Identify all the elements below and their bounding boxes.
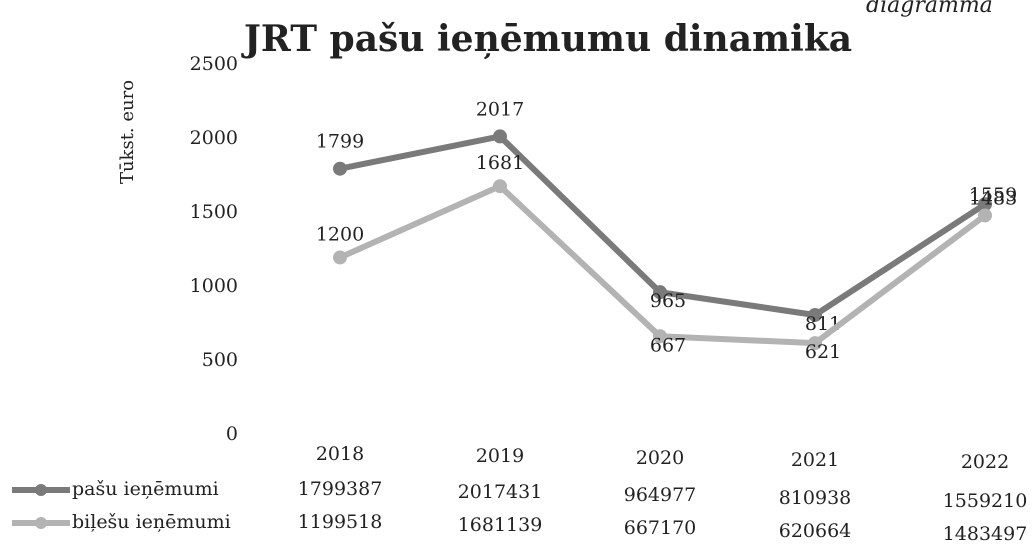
annotation: diagramma	[866, 0, 993, 18]
point	[493, 129, 507, 144]
point	[808, 336, 822, 351]
legend-marker	[35, 484, 47, 496]
y-tick-label: 2500	[190, 53, 238, 75]
y-tick-label: 1000	[190, 275, 238, 297]
chart-title: JRT pašu ieņēmumu dinamika	[241, 18, 852, 60]
y-axis-label: Tūkst. euro	[117, 80, 138, 184]
point	[333, 250, 347, 265]
data-label: 621	[805, 341, 841, 363]
x-tick-label: 2022	[961, 451, 1009, 473]
data-label: 1799	[316, 131, 364, 153]
legend-label: pašu ieņēmumi	[72, 478, 219, 500]
x-tick-label: 2020	[636, 447, 684, 469]
table-cell: 810938	[779, 487, 852, 509]
table-cell: 1681139	[458, 514, 543, 536]
y-tick-label: 2000	[190, 127, 238, 149]
data-label: 1681	[476, 152, 524, 174]
point	[333, 161, 347, 176]
point	[493, 179, 507, 194]
data-label: 2017	[476, 98, 524, 120]
y-tick-label: 500	[202, 349, 238, 371]
point	[653, 285, 667, 300]
data-label: 965	[650, 290, 686, 312]
table-cell: 2017431	[458, 481, 543, 503]
table-cell: 667170	[624, 517, 697, 539]
point	[978, 208, 992, 223]
data-label: 1200	[316, 223, 364, 245]
data-label: 1483	[969, 187, 1017, 209]
legend-marker	[35, 517, 47, 529]
table-cell: 964977	[624, 484, 697, 506]
y-tick-label: 0	[226, 423, 238, 445]
x-tick-label: 2021	[791, 449, 839, 471]
y-tick-label: 1500	[190, 201, 238, 223]
data-label: 1559	[969, 184, 1017, 206]
point	[978, 197, 992, 212]
data-label: 667	[650, 334, 686, 356]
x-tick-label: 2018	[316, 443, 364, 465]
table-cell: 620664	[779, 520, 852, 542]
x-tick-label: 2019	[476, 445, 524, 467]
table-cell: 1199518	[298, 511, 383, 533]
legend-label: biļešu ieņēmumi	[72, 511, 231, 533]
point	[653, 329, 667, 344]
table-cell: 1483497	[943, 523, 1028, 545]
point	[808, 307, 822, 322]
table-cell: 1559210	[943, 490, 1028, 512]
table-cell: 1799387	[298, 478, 383, 500]
